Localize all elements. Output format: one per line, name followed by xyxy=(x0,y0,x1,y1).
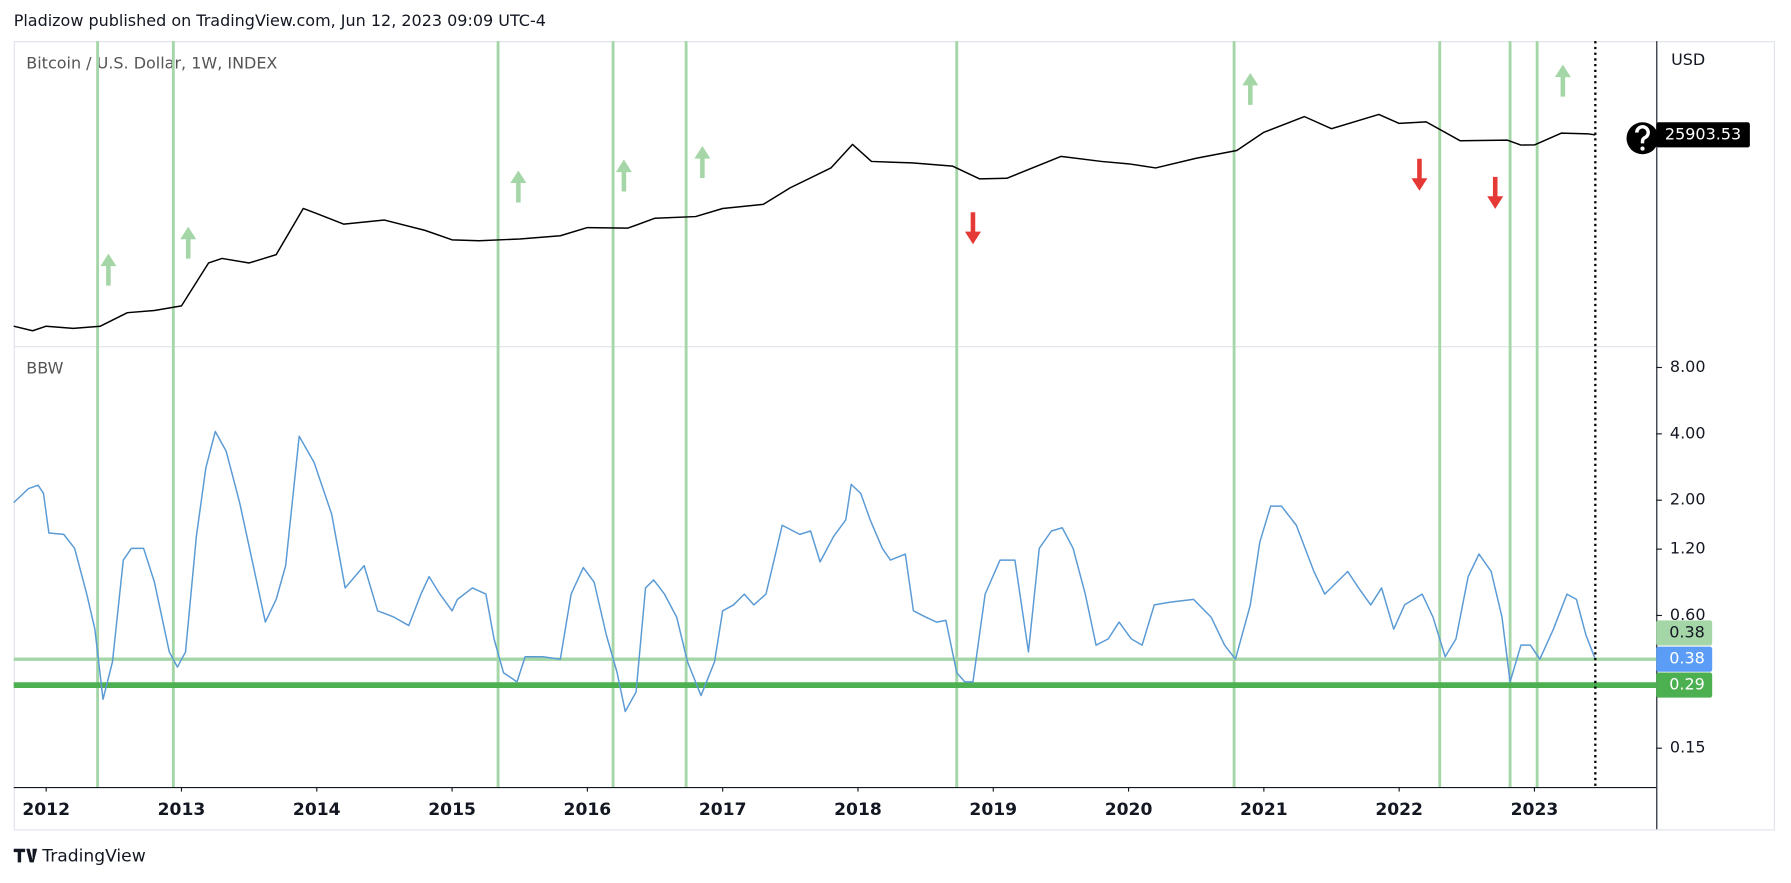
x-tick-label: 2016 xyxy=(564,800,612,820)
x-tick-label: 2020 xyxy=(1105,800,1153,820)
price-pane-title: Bitcoin / U.S. Dollar, 1W, INDEX xyxy=(26,53,277,72)
signal-arrow xyxy=(100,253,117,286)
bbw-pane-title: BBW xyxy=(26,358,63,377)
price-line xyxy=(13,113,1596,332)
signal-arrow xyxy=(1487,176,1504,209)
signal-arrow xyxy=(180,226,197,259)
last-bbw-label-box xyxy=(1656,646,1713,672)
signal-arrow xyxy=(964,212,981,245)
header: Pladizow published on TradingView.com, J… xyxy=(14,11,546,30)
signal-arrow xyxy=(1242,72,1259,105)
x-tick-label: 2017 xyxy=(699,800,747,820)
x-tick-label: 2021 xyxy=(1240,800,1288,820)
signal-arrow xyxy=(615,159,632,192)
x-tick-label: 2013 xyxy=(158,800,206,820)
x-tick-label: 2012 xyxy=(22,800,70,820)
logo-icon xyxy=(13,848,38,863)
y-tick-label: 4.00 xyxy=(1670,423,1706,442)
level-label-box xyxy=(1656,672,1713,698)
x-tick-label: 2014 xyxy=(293,800,341,820)
x-tick-label: 2022 xyxy=(1375,800,1423,820)
bbw-line xyxy=(13,430,1597,713)
y-tick-label: 1.20 xyxy=(1670,539,1706,558)
signal-arrow xyxy=(694,146,711,178)
y-tick-label: 8.00 xyxy=(1670,357,1706,376)
x-tick-label: 2019 xyxy=(969,800,1017,820)
signal-arrow xyxy=(1411,158,1428,191)
level-label: 0.29 xyxy=(1669,675,1705,694)
y-axis-label: USD xyxy=(1671,50,1705,69)
signal-arrow xyxy=(1554,64,1571,97)
last-price-label: 25903.53 xyxy=(1665,124,1741,143)
signal-arrow xyxy=(510,170,527,203)
level-label: 0.38 xyxy=(1669,622,1705,641)
x-tick-label: 2015 xyxy=(428,800,476,820)
y-tick-label: 0.60 xyxy=(1670,605,1706,624)
price-flag-dot xyxy=(1640,146,1645,151)
price-flag-glyph xyxy=(1635,125,1650,144)
footer-logo: TradingView xyxy=(13,847,146,867)
last-bbw-label: 0.38 xyxy=(1669,649,1705,668)
y-tick-label: 0.15 xyxy=(1670,738,1706,757)
y-tick-label: 2.00 xyxy=(1670,490,1706,509)
footer-text: TradingView xyxy=(41,847,145,867)
x-tick-label: 2018 xyxy=(834,800,882,820)
frame xyxy=(13,41,1776,831)
x-tick-label: 2023 xyxy=(1511,800,1559,820)
last-price-box xyxy=(1656,122,1750,148)
level-label-box xyxy=(1656,620,1713,646)
